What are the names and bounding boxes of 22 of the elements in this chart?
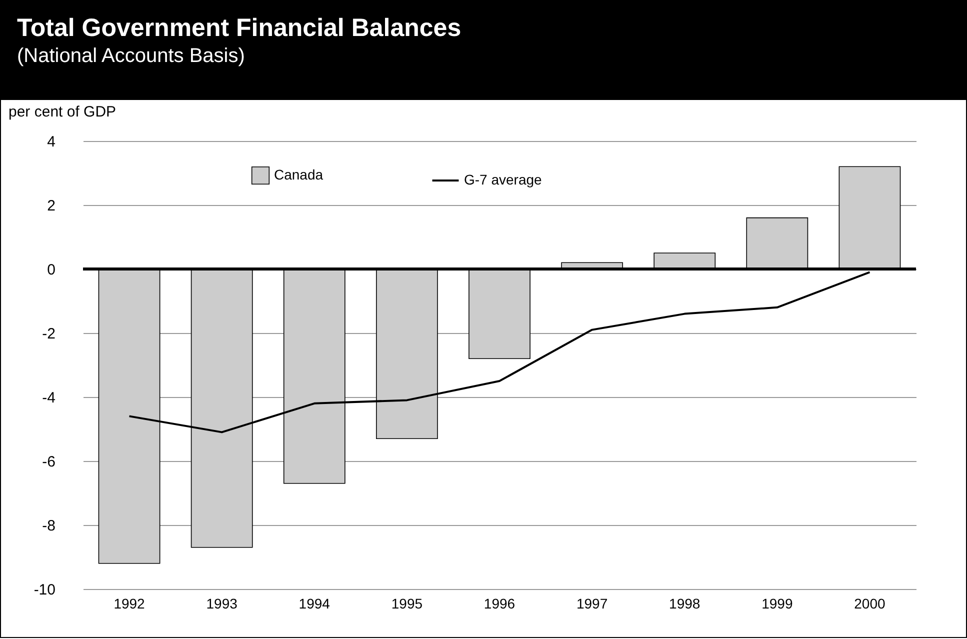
chart-title: Total Government Financial Balances <box>17 14 462 43</box>
x-tick-label: 1993 <box>206 596 238 612</box>
legend-label: Canada <box>274 166 324 182</box>
y-tick-label: -6 <box>42 454 56 470</box>
y-tick-label: -4 <box>42 390 56 406</box>
x-tick-label: 1999 <box>762 596 793 612</box>
x-tick-label: 1997 <box>576 596 608 612</box>
y-tick-label: -10 <box>34 582 56 598</box>
chart-subtitle: (National Accounts Basis) <box>17 45 246 68</box>
y-tick-label: -2 <box>42 326 56 342</box>
y-tick-label: 4 <box>47 134 56 150</box>
x-tick-label: 1996 <box>484 596 516 612</box>
x-tick-label: 2000 <box>854 596 886 612</box>
x-tick-label: 1994 <box>298 596 330 612</box>
y-tick-label: -8 <box>42 518 56 534</box>
y-axis-title: per cent of GDP <box>8 104 116 120</box>
y-tick-label: 2 <box>47 198 56 214</box>
y-tick-label: 0 <box>47 262 56 278</box>
x-tick-label: 1998 <box>669 596 700 612</box>
x-tick-label: 1992 <box>114 596 146 612</box>
legend-label: G-7 average <box>464 172 542 188</box>
x-tick-label: 1995 <box>391 596 423 612</box>
